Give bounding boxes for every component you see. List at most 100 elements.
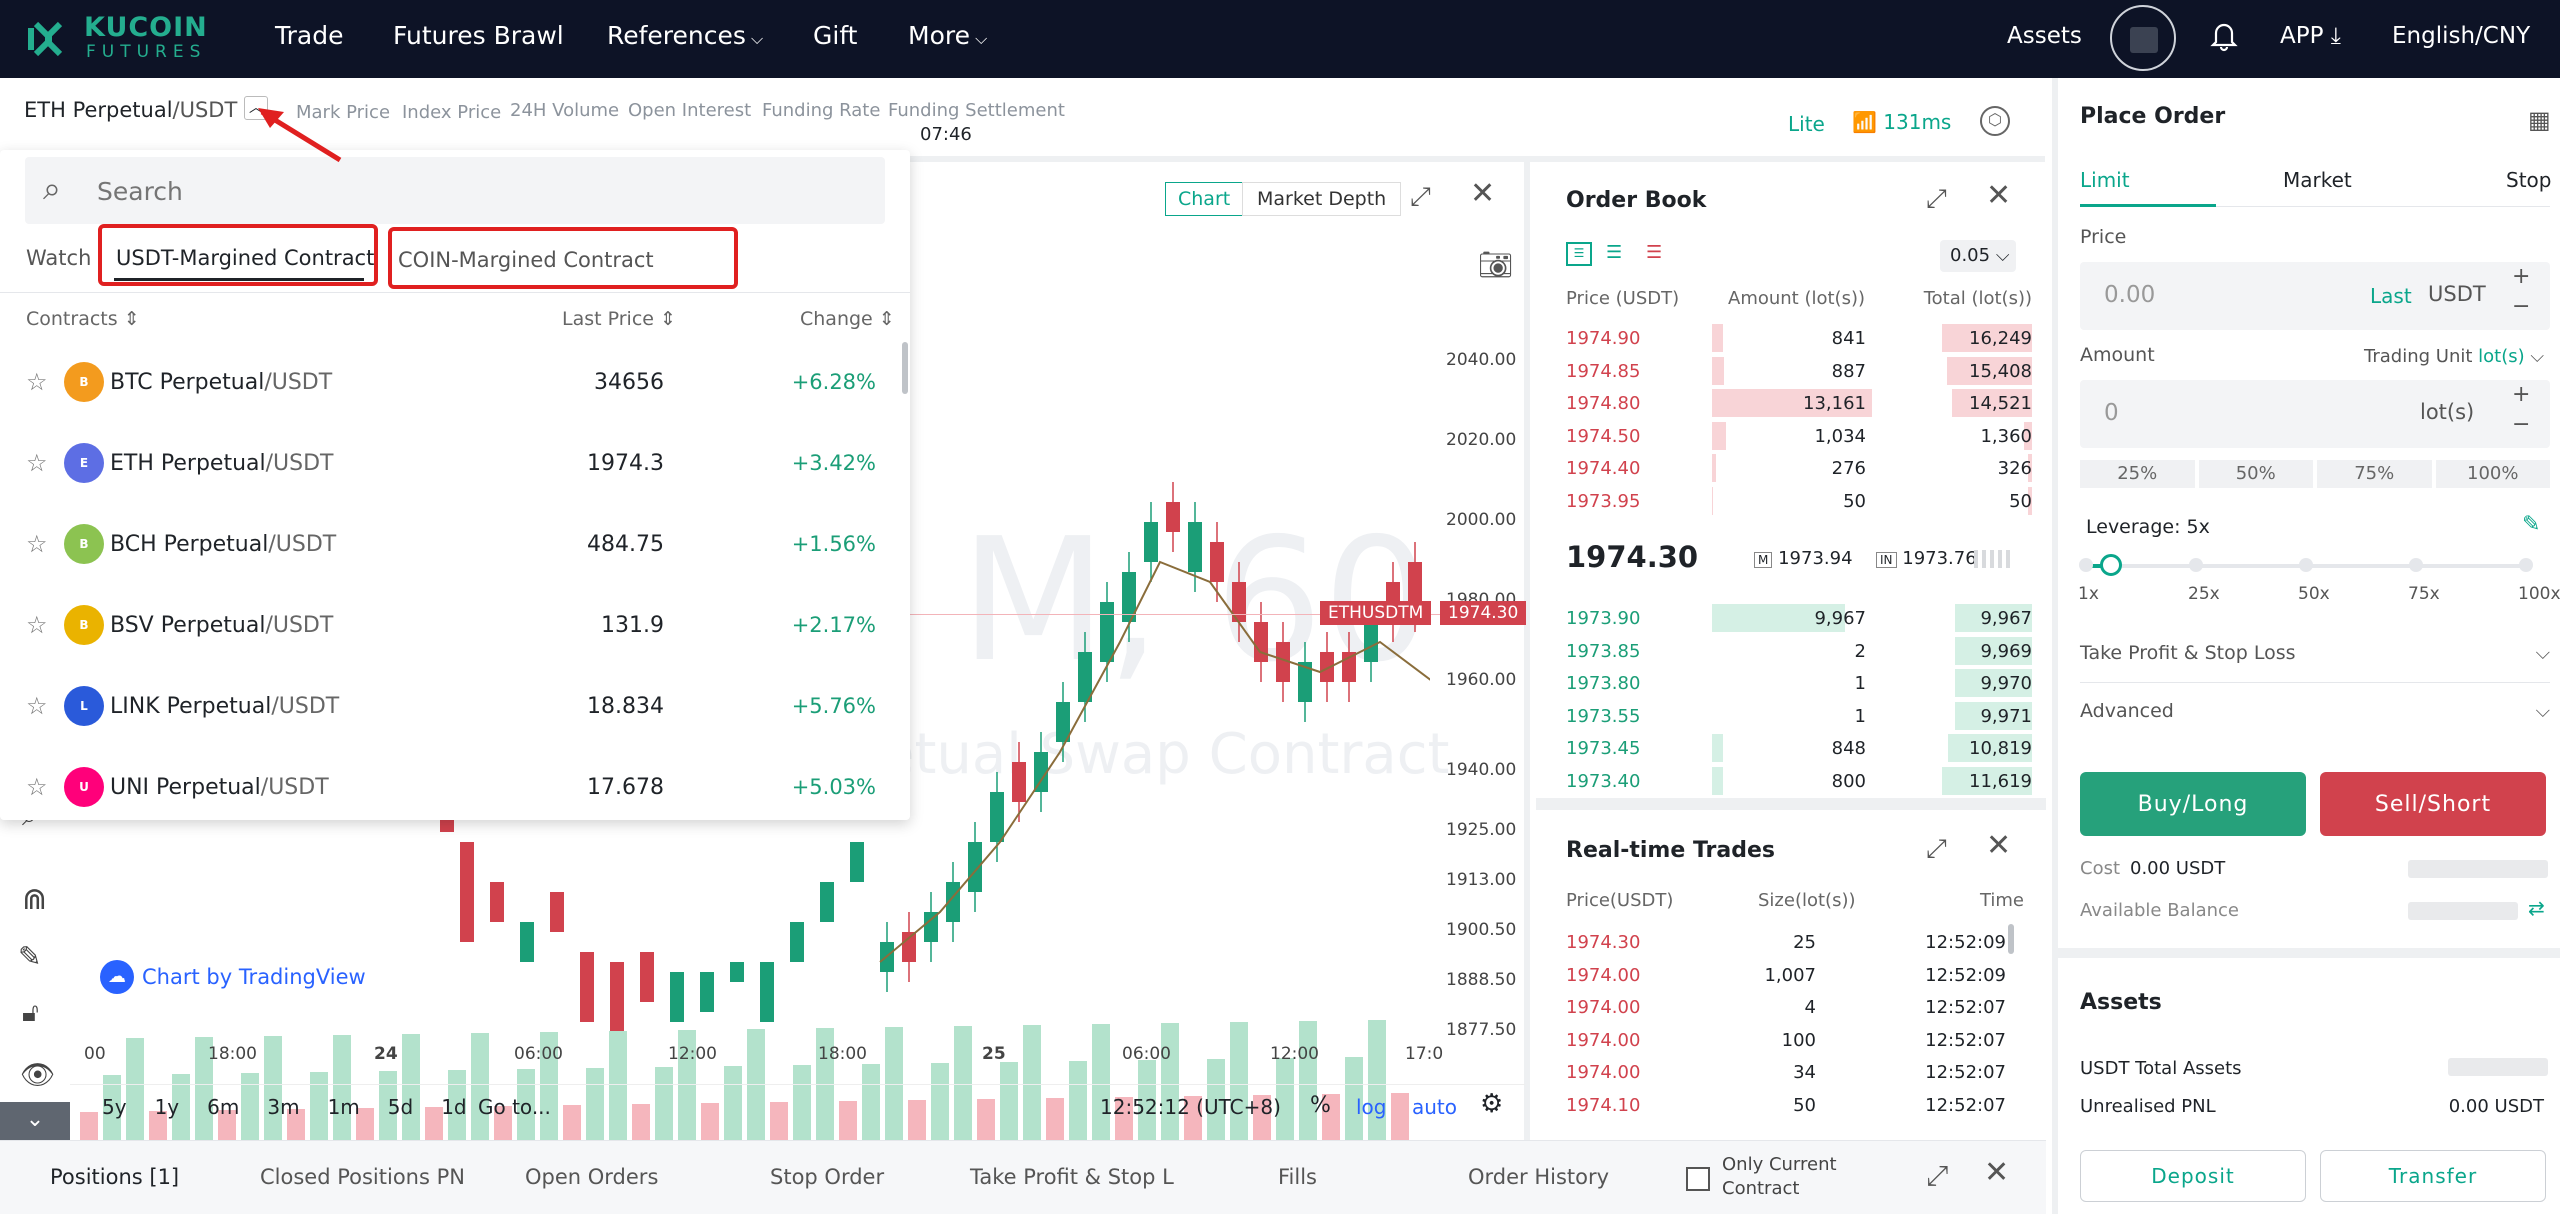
amount-percent-button[interactable]: 100% [2436,460,2551,488]
amount-input-box[interactable]: 0 lot(s) + − [2080,380,2550,448]
leverage-slider[interactable] [2086,564,2526,568]
star-icon[interactable]: ☆ [26,449,48,477]
nav-app[interactable]: APP ⤓ [2280,0,2341,78]
close-icon[interactable]: ✕ [1986,828,2011,863]
leverage-tick[interactable] [2079,558,2093,572]
leverage-tick[interactable] [2409,558,2423,572]
view-bids-icon[interactable]: ☰ [1606,242,1632,266]
deposit-button[interactable]: Deposit [2080,1150,2306,1202]
buy-long-button[interactable]: Buy/Long [2080,772,2306,836]
timeframe-button[interactable]: 5d [388,1095,413,1119]
expand-icon[interactable]: ⤢ [1926,1159,1948,1193]
tpsl-toggle[interactable]: Take Profit & Stop Loss⌵ [2080,642,2550,664]
col-contracts-header[interactable]: Contracts ⇕ [26,308,140,330]
nav-language[interactable]: English/CNY [2392,0,2530,78]
search-box[interactable]: ⌕ [25,157,885,224]
dropdown-scrollbar[interactable] [902,342,908,394]
watch-tab[interactable]: Watch [26,246,91,270]
nav-more[interactable]: More ⌵ [908,0,987,78]
eye-icon[interactable]: 👁︎ [20,1058,56,1091]
timeframe-button[interactable]: 5y [102,1095,127,1119]
nav-futures-brawl[interactable]: Futures Brawl [393,0,564,78]
edit-leverage-icon[interactable]: ✎ [2522,512,2540,537]
timeframe-button[interactable]: 1d [441,1095,466,1119]
auto-toggle[interactable]: auto [1412,1095,1457,1119]
col-change-header[interactable]: Change ⇕ [800,308,895,330]
amount-percent-button[interactable]: 25% [2080,460,2195,488]
advanced-toggle[interactable]: Advanced⌵ [2080,700,2550,722]
tab-coin-margined[interactable]: COIN-Margined Contract [388,227,738,289]
chart-tab-depth[interactable]: Market Depth [1242,182,1401,216]
col-last-header[interactable]: Last Price ⇕ [562,308,676,330]
bottom-tab[interactable]: Open Orders [525,1165,658,1189]
timeframe-button[interactable]: 6m [207,1095,239,1119]
amount-decrement-button[interactable]: − [2512,412,2530,437]
avatar[interactable] [2110,5,2176,71]
expand-icon[interactable]: ⤢ [1926,184,1947,215]
chart-settings-icon[interactable]: ⚙ [1480,1089,1503,1119]
tab-usdt-margined[interactable]: USDT-Margined Contract [98,224,378,286]
expand-icon[interactable]: ⤢ [1410,182,1431,213]
tradingview-badge[interactable]: ☁ Chart by TradingView [100,960,366,994]
tab-stop[interactable]: Stop [2506,168,2551,192]
transfer-icon[interactable]: ⇄ [2528,896,2545,920]
timeframe-button[interactable]: 1m [328,1095,360,1119]
leverage-tick[interactable] [2189,558,2203,572]
magnet-icon[interactable]: ⋒ [22,882,47,917]
bottom-tab[interactable]: Fills [1278,1165,1317,1189]
chart-tab-chart[interactable]: Chart [1165,182,1243,216]
lock-icon[interactable]: 🔓︎ [22,998,39,1029]
bell-icon[interactable] [2210,20,2238,52]
timeframe-button[interactable]: 3m [267,1095,299,1119]
price-increment-button[interactable]: + [2512,264,2530,289]
star-icon[interactable]: ☆ [26,773,48,801]
expand-icon[interactable]: ⤢ [1926,834,1947,865]
bottom-tab[interactable]: Closed Positions PN [260,1165,465,1189]
close-icon[interactable]: ✕ [1984,1155,2009,1190]
star-icon[interactable]: ☆ [26,692,48,720]
star-icon[interactable]: ☆ [26,368,48,396]
leverage-thumb[interactable] [2100,554,2122,576]
amount-percent-button[interactable]: 50% [2199,460,2314,488]
bottom-tab[interactable]: Take Profit & Stop L [970,1165,1174,1189]
leverage-tick[interactable] [2299,558,2313,572]
collapse-toolbar-icon[interactable]: ⌄ [0,1102,70,1140]
bottom-tab[interactable]: Positions [1] [50,1165,179,1189]
kucoin-logo[interactable]: KUCOIN FUTURES [22,10,212,66]
percent-toggle[interactable]: % [1310,1093,1331,1118]
transfer-button[interactable]: Transfer [2320,1150,2546,1202]
sell-short-button[interactable]: Sell/Short [2320,772,2546,836]
tab-market[interactable]: Market [2283,168,2352,192]
only-current-checkbox[interactable] [1686,1167,1710,1191]
nav-assets[interactable]: Assets [2007,0,2082,78]
goto-button[interactable]: Go to... [478,1095,551,1119]
tab-limit[interactable]: Limit [2080,168,2130,192]
amount-increment-button[interactable]: + [2512,382,2530,407]
timeframe-button[interactable]: 1y [155,1095,180,1119]
log-toggle[interactable]: log [1356,1095,1387,1119]
calculator-icon[interactable]: ▦ [2528,106,2551,134]
bottom-tab[interactable]: Order History [1468,1165,1609,1189]
pencil-lock-icon[interactable]: ✎ [18,940,41,973]
price-input-box[interactable]: 0.00 Last USDT + − [2080,262,2550,330]
close-icon[interactable]: ✕ [1986,178,2011,213]
nav-trade[interactable]: Trade [275,0,343,78]
contract-selector[interactable]: ETH Perpetual/USDT [24,98,237,122]
star-icon[interactable]: ☆ [26,611,48,639]
